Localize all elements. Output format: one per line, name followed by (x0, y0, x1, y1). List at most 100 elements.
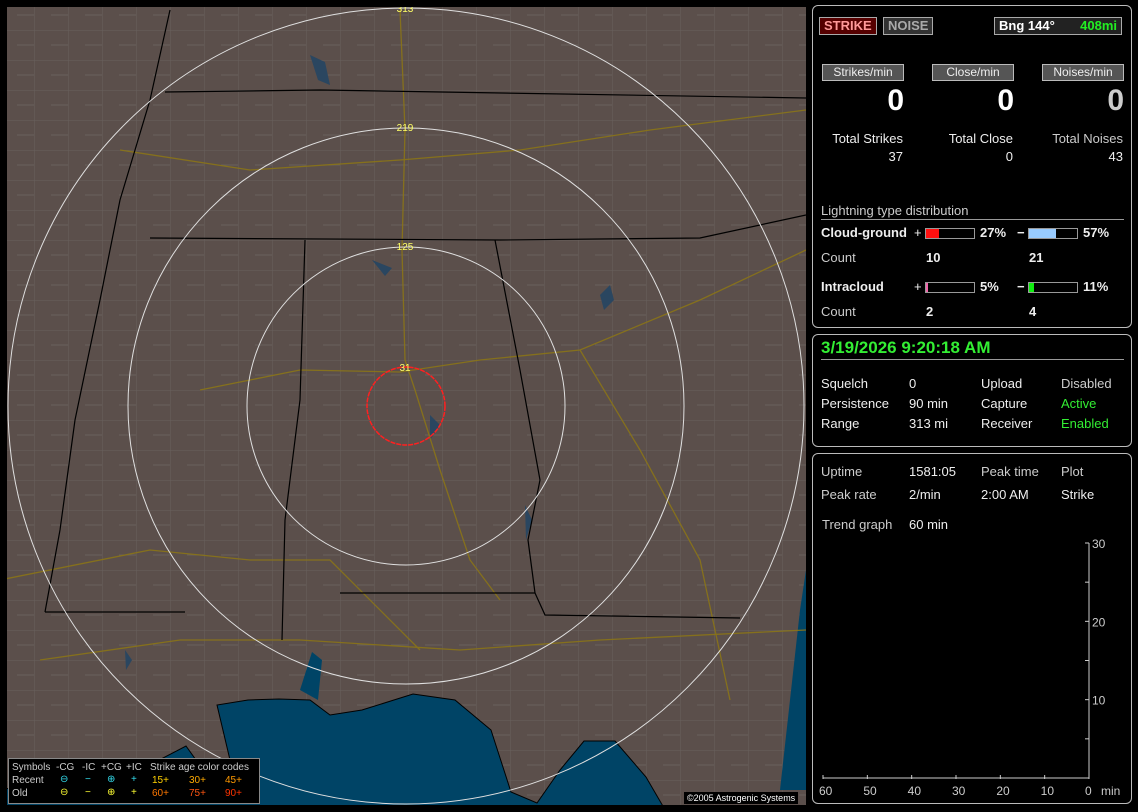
cg-negative-pct: 57% (1083, 225, 1110, 240)
ring-label-125: 125 (397, 242, 414, 253)
bearing-readout: Bng 144° 408mi (994, 17, 1122, 35)
plus-sign: + (914, 279, 922, 294)
settings-panel: 3/19/2026 9:20:18 AM Squelch 0 Upload Disab… (812, 334, 1132, 447)
pos-cg-old-icon: ⊕ (107, 787, 116, 798)
setting-label: Persistence (821, 396, 889, 411)
ic-negative-bar (1028, 282, 1078, 293)
cg-positive-pct: 27% (980, 225, 1007, 240)
legend-row-label: Old (12, 788, 28, 799)
total-close-value: 0 (1005, 149, 1013, 164)
age-code: 30+ (189, 775, 206, 786)
total-strikes-label: Total Strikes (832, 131, 903, 146)
age-code: 15+ (152, 775, 169, 786)
ic-positive-pct: 5% (980, 279, 999, 294)
peak-time-label: Peak time (981, 464, 1039, 479)
noise-button[interactable]: NOISE (883, 17, 934, 35)
setting-label: Receiver (981, 416, 1033, 431)
trend-graph-span[interactable]: 60 min (909, 517, 949, 532)
peak-rate-value: 2/min (909, 487, 941, 502)
age-code: 90+ (225, 788, 242, 799)
legend-header: -IC (82, 762, 96, 773)
y-tick-label: 20 (1092, 615, 1106, 629)
neg-ic-recent-icon: − (85, 774, 91, 785)
setting-label: Capture (981, 396, 1028, 411)
trend-graph: 30 20 10 60 50 40 30 20 10 0 min (819, 537, 1120, 798)
total-noises-label: Total Noises (1052, 131, 1123, 146)
close-per-min-button[interactable]: Close/min (932, 64, 1014, 81)
ic-positive-count: 2 (926, 304, 934, 319)
setting-status: Disabled (1061, 376, 1112, 391)
bar-fill (926, 229, 939, 238)
ring-label-313: 313 (397, 7, 414, 15)
map-graphic: 313 219 125 31 (7, 7, 806, 805)
neg-cg-recent-icon: ⊖ (60, 774, 69, 785)
bar-fill (1029, 283, 1035, 292)
total-strikes-value: 37 (888, 149, 903, 164)
x-unit-label: min (1101, 784, 1120, 798)
legend-header: +IC (126, 762, 142, 773)
legend-header: +CG (101, 762, 122, 773)
peak-time-value: 2:00 AM (981, 487, 1029, 502)
ic-positive-bar (925, 282, 975, 293)
close-per-min-value: 0 (997, 84, 1014, 117)
setting-label: Range (821, 416, 860, 431)
total-noises-value: 43 (1108, 149, 1123, 164)
trend-panel: Uptime 1581:05 Peak time Plot Peak rate … (812, 453, 1132, 804)
neg-ic-old-icon: − (85, 787, 91, 798)
distance-value: 408mi (1080, 18, 1117, 33)
age-code: 60+ (152, 788, 169, 799)
strike-map[interactable]: 313 219 125 31 (7, 7, 806, 805)
setting-status: Active (1061, 396, 1097, 411)
setting-label: Squelch (821, 376, 868, 391)
setting-status: Enabled (1061, 416, 1109, 431)
x-tick-label: 0 (1085, 784, 1092, 798)
y-tick-label: 10 (1092, 694, 1106, 708)
x-tick-label: 20 (996, 784, 1010, 798)
intracloud-label: Intracloud (821, 279, 884, 294)
x-tick-label: 30 (952, 784, 966, 798)
y-tick-label: 30 (1092, 537, 1106, 551)
strike-button[interactable]: STRIKE (819, 17, 877, 35)
plot-value[interactable]: Strike (1061, 487, 1095, 502)
uptime-label: Uptime (821, 464, 863, 479)
close-range-ring (366, 366, 446, 446)
legend-header: Symbols (12, 762, 51, 773)
symbol-legend: Symbols -CG -IC +CG +IC Strike age color… (8, 758, 260, 804)
noises-per-min-value: 0 (1107, 84, 1124, 117)
legend-header: -CG (56, 762, 75, 773)
trend-graph-label: Trend graph (822, 517, 893, 532)
copyright: ©2005 Astrogenic Systems (684, 792, 799, 804)
peak-rate-label: Peak rate (821, 487, 877, 502)
age-code: 75+ (189, 788, 206, 799)
strikes-per-min-value: 0 (887, 84, 904, 117)
setting-label: Upload (981, 376, 1023, 391)
noises-per-min-button[interactable]: Noises/min (1042, 64, 1124, 81)
plus-sign: + (914, 225, 922, 240)
minus-sign: − (1017, 279, 1025, 294)
cg-negative-bar (1028, 228, 1078, 239)
pos-ic-old-icon: + (131, 787, 137, 798)
cg-positive-count: 10 (926, 250, 941, 265)
range-ring-313 (7, 7, 805, 805)
bar-fill (926, 283, 929, 292)
datetime: 3/19/2026 9:20:18 AM (821, 338, 1124, 360)
uptime-value: 1581:05 (909, 464, 956, 479)
x-tick-label: 10 (1041, 784, 1055, 798)
ic-count-label: Count (821, 304, 856, 319)
ic-negative-count: 4 (1029, 304, 1037, 319)
ic-negative-pct: 11% (1083, 279, 1109, 294)
pos-cg-recent-icon: ⊕ (107, 774, 116, 785)
range-ring-125 (246, 246, 566, 566)
legend-row-label: Recent (12, 775, 44, 786)
x-tick-label: 50 (863, 784, 877, 798)
bar-fill (1029, 229, 1057, 238)
strikes-per-min-button[interactable]: Strikes/min (822, 64, 904, 81)
plot-label: Plot (1061, 464, 1084, 479)
age-code: 45+ (225, 775, 242, 786)
distribution-title: Lightning type distribution (821, 203, 1124, 220)
ring-label-31: 31 (399, 363, 411, 374)
pos-ic-recent-icon: + (131, 774, 137, 785)
cg-positive-bar (925, 228, 975, 239)
cg-negative-count: 21 (1029, 250, 1044, 265)
neg-cg-old-icon: ⊖ (60, 787, 69, 798)
